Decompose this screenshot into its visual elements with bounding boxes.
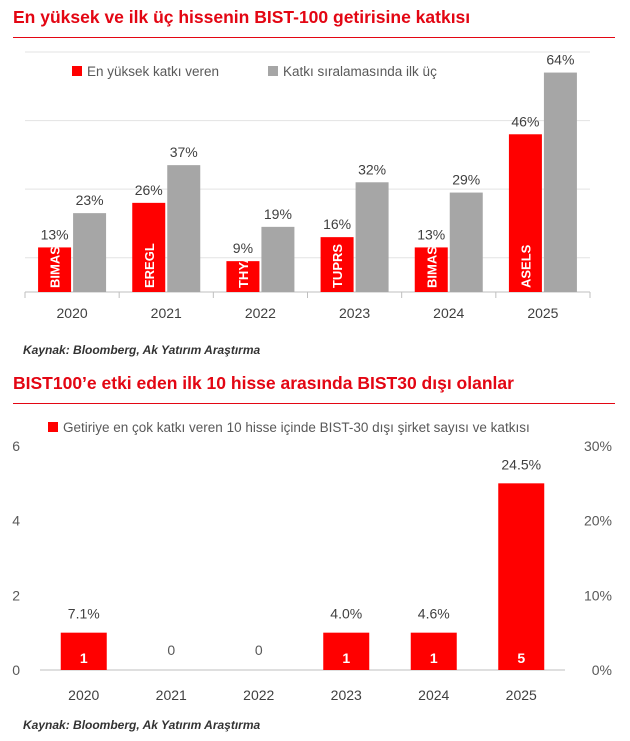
chart2-bar [498, 483, 545, 670]
chart2-x-tick-label: 2022 [243, 687, 274, 703]
chart2-title-rule [13, 403, 615, 404]
chart1-bar-top [414, 247, 448, 292]
chart2-bar [60, 632, 107, 670]
chart1-bar-top [320, 237, 354, 292]
chart2-y-left-tick-label: 6 [12, 438, 20, 454]
chart1-value-label-top: 26% [135, 182, 163, 198]
chart2-count-label: 1 [342, 650, 350, 666]
chart2-contribution-label: 7.1% [68, 606, 100, 622]
chart1-value-label-top: 9% [233, 240, 253, 256]
chart2-contribution-label: 4.0% [330, 606, 362, 622]
chart2-contribution-label: 4.6% [418, 606, 450, 622]
chart2-legend-label: Getiriye en çok katkı veren 10 hisse içi… [63, 420, 530, 435]
chart1-value-label-top3: 32% [358, 161, 386, 177]
chart2-y-right-tick-label: 30% [584, 438, 612, 454]
chart1-x-tick-label: 2020 [57, 305, 88, 321]
chart1-source: Kaynak: Bloomberg, Ak Yatırım Araştırma [23, 343, 261, 357]
chart1-x-tick-label: 2021 [151, 305, 182, 321]
chart1-bar-top3 [261, 226, 295, 292]
chart1-x-tick-label: 2024 [433, 305, 464, 321]
chart2-bar [323, 632, 370, 670]
chart1-legend-swatch-top [72, 66, 82, 76]
chart2-x-tick-label: 2021 [156, 687, 187, 703]
chart1-stock-label: BIMAS [424, 246, 439, 288]
chart1-stock-label: TUPRS [330, 244, 345, 288]
chart2-count-label: 0 [167, 642, 175, 658]
chart1-bar-top [226, 261, 260, 292]
chart1-bar-top3 [167, 165, 201, 292]
chart2-plot: 0 2 4 6 0% 10% 20% 30% Getiriye en çok katkı ver… [12, 420, 612, 703]
chart2-count-label: 1 [80, 650, 88, 666]
chart1-bar-top [508, 134, 542, 292]
chart1-x-tick-label: 2022 [245, 305, 276, 321]
chart2-count-label: 0 [255, 642, 263, 658]
chart2-x-tick-label: 2025 [506, 687, 537, 703]
chart2-source: Kaynak: Bloomberg, Ak Yatırım Araştırma [23, 718, 261, 732]
chart1-value-label-top: 13% [417, 226, 445, 242]
chart1-bar-top3 [543, 72, 577, 292]
chart1-x-tick-label: 2025 [527, 305, 558, 321]
chart2-count-label: 5 [517, 650, 525, 666]
chart2-x-tick-label: 2023 [331, 687, 362, 703]
chart2-y-right-tick-label: 20% [584, 513, 612, 529]
chart1-value-label-top3: 23% [76, 192, 104, 208]
chart1-stock-label: THYAO [236, 244, 251, 288]
chart2-contribution-label: 24.5% [501, 456, 541, 472]
chart2-x-tick-label: 2020 [68, 687, 99, 703]
chart1-value-label-top3: 19% [264, 206, 292, 222]
chart2-y-right-tick-label: 0% [592, 662, 612, 678]
chart1-legend-label-top: En yüksek katkı veren [87, 64, 219, 79]
chart1-plot: En yüksek katkı veren Katkı sıralamasında… [24, 51, 591, 321]
chart2-y-left-tick-label: 2 [12, 587, 20, 603]
chart2-legend-swatch [48, 422, 58, 432]
chart1-title: En yüksek ve ilk üç hissenin BIST-100 ge… [13, 7, 471, 27]
chart1-value-label-top: 46% [511, 113, 539, 129]
chart1-value-label-top3: 29% [452, 172, 480, 188]
chart1-title-rule [13, 37, 615, 38]
chart1-bar-top3 [449, 192, 483, 292]
chart2-y-right-tick-label: 10% [584, 587, 612, 603]
chart1-legend-label-top3: Katkı sıralamasında ilk üç [283, 64, 437, 79]
chart1-stock-label: BIMAS [48, 246, 63, 288]
chart2-y-left-tick-label: 4 [12, 513, 20, 529]
chart2-title: BIST100’e etki eden ilk 10 hisse arasınd… [13, 373, 514, 393]
chart1-bar-top3 [355, 182, 389, 292]
chart1-bar-top [132, 202, 166, 292]
chart1-value-label-top3: 37% [170, 144, 198, 160]
chart2-bar [410, 632, 457, 670]
chart1-bar-top [38, 247, 72, 292]
chart1-x-tick-label: 2023 [339, 305, 370, 321]
chart1-value-label-top3: 64% [546, 52, 574, 68]
chart1-legend-swatch-top3 [268, 66, 278, 76]
chart2-x-tick-label: 2024 [418, 687, 449, 703]
chart1-bar-top3 [73, 213, 107, 292]
chart1-value-label-top: 16% [323, 216, 351, 232]
chart1-stock-label: EREGL [142, 243, 157, 288]
chart2-count-label: 1 [430, 650, 438, 666]
chart1-value-label-top: 13% [41, 226, 69, 242]
chart1-stock-label: ASELS [518, 244, 533, 288]
chart2-y-left-tick-label: 0 [12, 662, 20, 678]
